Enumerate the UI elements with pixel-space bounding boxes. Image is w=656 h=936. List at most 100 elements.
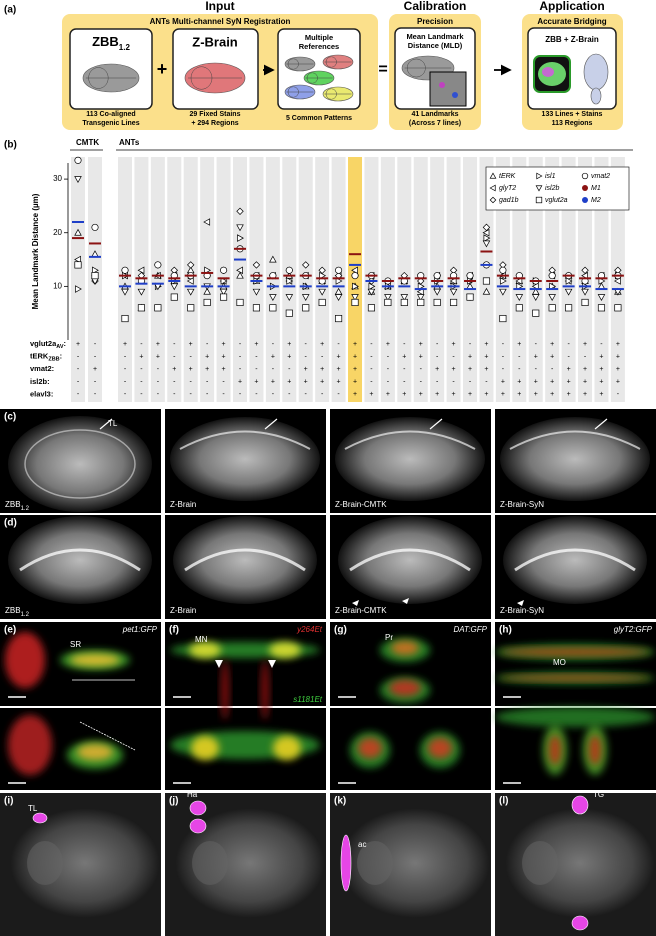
- marker: [548, 304, 556, 312]
- image-caption-sub: 1.2: [21, 506, 30, 512]
- combination-cell: -: [321, 353, 324, 360]
- marker: [203, 287, 211, 295]
- region-highlight: [571, 915, 589, 931]
- marker: [285, 309, 293, 317]
- combination-cell: -: [337, 391, 340, 398]
- combination-cell: -: [387, 379, 390, 386]
- marker: [466, 272, 474, 280]
- marker: [613, 277, 621, 285]
- combination-cell: +: [337, 353, 341, 360]
- combination-cell: -: [337, 341, 340, 348]
- zbb-title-main: ZBB: [92, 34, 119, 49]
- marker: [203, 218, 211, 226]
- marker: [186, 277, 194, 285]
- brain-dorsal: [505, 808, 655, 918]
- combination-cell: +: [238, 379, 242, 386]
- combination-cell: -: [452, 353, 455, 360]
- marker: [482, 223, 491, 232]
- combination-cell: +: [353, 379, 357, 386]
- combination-cell: +: [517, 379, 521, 386]
- combination-cell: -: [206, 379, 209, 386]
- image-caption-main: Z-Brain-SyN: [500, 606, 544, 615]
- marker: [318, 288, 326, 296]
- caption: 41 Landmarks: [411, 111, 458, 118]
- combination-cell: +: [254, 341, 258, 348]
- marker: [351, 272, 359, 280]
- marker: [236, 298, 244, 307]
- panel-label: (j): [169, 796, 178, 807]
- marker: [74, 228, 82, 236]
- combination-cell: +: [567, 379, 571, 386]
- row-label-main: elavl3:: [30, 389, 53, 398]
- line-label: s1181Et: [293, 695, 323, 704]
- combination-cell: -: [403, 366, 406, 373]
- combination-cell: +: [419, 341, 423, 348]
- image-caption-sub: 1.2: [21, 612, 30, 618]
- marker: [352, 282, 359, 291]
- combination-cell: -: [305, 391, 308, 398]
- combination-cell: -: [173, 341, 176, 348]
- marker: [581, 266, 589, 274]
- marker: [614, 304, 622, 312]
- brain-outline: [583, 53, 609, 91]
- marker: [515, 304, 523, 312]
- marker: [449, 288, 458, 296]
- combination-cell: -: [518, 366, 521, 373]
- fluorescence: [77, 744, 113, 760]
- row-label-main: vglut2a: [30, 339, 57, 348]
- image-caption: Z-Brain-CMTK: [335, 500, 387, 509]
- marker: [597, 294, 606, 302]
- combination-cell: +: [435, 366, 439, 373]
- marker: [285, 266, 293, 274]
- brain-lobe: [27, 841, 63, 885]
- fluorescence: [428, 738, 452, 758]
- image-caption-main: Z-Brain: [170, 606, 196, 615]
- brain-arc: [179, 430, 311, 450]
- caption: 5 Common Patterns: [286, 115, 352, 122]
- combination-cell: +: [435, 391, 439, 398]
- combination-cell: -: [124, 379, 127, 386]
- pointer: [264, 418, 278, 430]
- column-band: [118, 157, 132, 402]
- fluorescence: [261, 660, 269, 720]
- marker: [154, 261, 162, 269]
- combination-cell: +: [501, 379, 505, 386]
- marker: [187, 304, 195, 312]
- combination-cell: +: [337, 379, 341, 386]
- combination-cell: -: [387, 366, 390, 373]
- y-tick-label: 20: [53, 228, 62, 237]
- combination-cell: -: [255, 353, 258, 360]
- combination-cell: +: [534, 379, 538, 386]
- combination-cell: +: [550, 341, 554, 348]
- region-label: ac: [358, 840, 366, 849]
- combination-cell: +: [452, 391, 456, 398]
- region-highlight: [340, 834, 352, 892]
- combination-cell: +: [452, 341, 456, 348]
- marker: [186, 288, 195, 296]
- marker: [236, 207, 244, 215]
- combination-cell: +: [156, 341, 160, 348]
- combination-cell: +: [616, 379, 620, 386]
- marker: [548, 272, 556, 280]
- combination-cell: -: [272, 391, 275, 398]
- combination-cell: +: [583, 366, 587, 373]
- column-band: [150, 157, 165, 402]
- combination-cell: +: [567, 366, 571, 373]
- region-highlight: [189, 818, 207, 834]
- image-caption-main: Z-Brain-CMTK: [335, 606, 387, 615]
- image-caption-main: Z-Brain: [170, 500, 196, 509]
- legend-marker: [582, 185, 588, 191]
- fluorescence: [273, 736, 301, 760]
- marker: [581, 271, 588, 280]
- marker: [581, 288, 589, 296]
- combination-cell: +: [419, 353, 423, 360]
- marker: [335, 266, 343, 274]
- marker: [536, 172, 543, 180]
- image-caption-main: Z-Brain-SyN: [500, 500, 544, 509]
- combination-cell: -: [535, 366, 538, 373]
- calibration-title: Precision: [417, 17, 453, 26]
- fluorescence: [358, 738, 382, 758]
- marker: [515, 294, 524, 302]
- marker: [400, 294, 409, 302]
- combination-cell: -: [190, 353, 193, 360]
